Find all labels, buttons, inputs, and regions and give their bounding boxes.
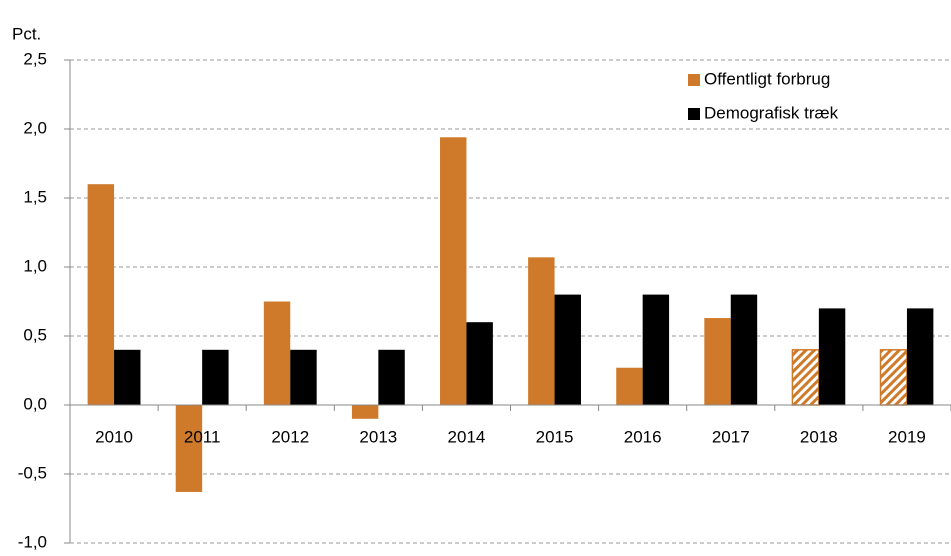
bar <box>114 349 141 405</box>
bar <box>290 349 317 405</box>
bar <box>818 308 846 405</box>
bar <box>730 294 758 405</box>
x-tick-label: 2019 <box>888 427 926 446</box>
bar <box>263 301 291 405</box>
legend-swatch <box>688 108 700 120</box>
bar <box>791 349 820 406</box>
legend-label: Demografisk træk <box>704 103 839 122</box>
bar <box>175 405 203 492</box>
legend-swatch <box>688 74 700 86</box>
bar <box>378 349 405 405</box>
bar <box>466 322 493 405</box>
y-tick-label: -0,5 <box>18 463 47 482</box>
y-tick-label: 2,0 <box>23 118 47 137</box>
x-tick-label: 2016 <box>624 427 662 446</box>
bar <box>351 405 379 419</box>
bar <box>616 367 643 405</box>
x-tick-label: 2013 <box>359 427 397 446</box>
y-tick-label: 0,0 <box>23 394 47 413</box>
bar <box>642 294 670 405</box>
y-tick-label: -1,0 <box>18 532 47 551</box>
y-tick-label: 0,5 <box>23 325 47 344</box>
bar <box>554 294 581 405</box>
bar <box>879 349 908 406</box>
x-tick-label: 2010 <box>95 427 133 446</box>
x-tick-label: 2018 <box>800 427 838 446</box>
x-tick-label: 2012 <box>271 427 309 446</box>
bar <box>906 308 934 405</box>
x-tick-label: 2017 <box>712 427 750 446</box>
y-tick-label: 2,5 <box>23 49 47 68</box>
x-tick-label: 2015 <box>536 427 574 446</box>
bar <box>528 257 555 405</box>
legend-label: Offentligt forbrug <box>704 69 830 88</box>
x-tick-label: 2011 <box>184 427 221 446</box>
y-tick-label: 1,0 <box>23 256 47 275</box>
y-axis-label: Pct. <box>12 24 41 43</box>
bar <box>440 137 467 405</box>
bar <box>202 349 229 405</box>
x-tick-label: 2014 <box>448 427 486 446</box>
y-tick-label: 1,5 <box>23 187 47 206</box>
bar <box>87 184 115 405</box>
bar <box>704 318 731 405</box>
